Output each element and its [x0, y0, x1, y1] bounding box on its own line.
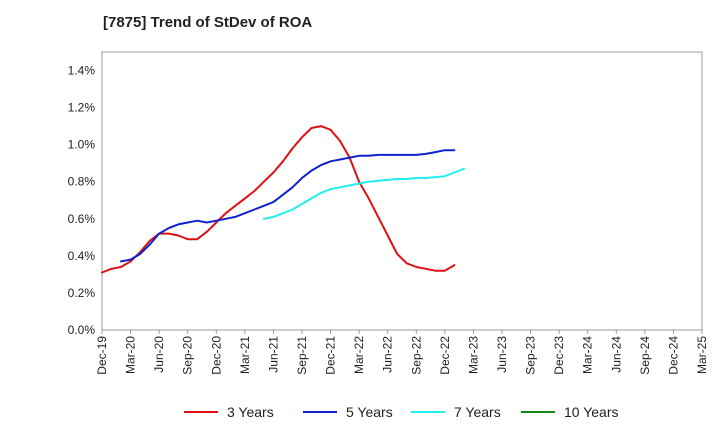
x-tick-label: Mar-21	[238, 336, 252, 374]
x-tick-label: Mar-25	[695, 336, 709, 374]
legend-label-10-years: 10 Years	[564, 404, 619, 420]
legend-item-10-years: 10 Years	[521, 404, 619, 420]
legend-item-7-years: 7 Years	[411, 404, 501, 420]
x-tick-label: Jun-23	[495, 336, 509, 373]
y-tick-label: 0.0%	[68, 323, 96, 337]
y-tick-label: 0.2%	[68, 286, 96, 300]
x-tick-label: Sep-23	[524, 336, 538, 375]
series-line-7-years	[262, 167, 465, 220]
x-tick-label: Dec-20	[209, 336, 223, 375]
legend-label-5-years: 5 Years	[346, 404, 393, 420]
x-tick-label: Mar-22	[352, 336, 366, 374]
y-tick-label: 1.2%	[68, 101, 96, 115]
plot-frame	[101, 51, 703, 331]
x-tick-label: Dec-24	[666, 336, 680, 375]
x-tick-label: Dec-19	[95, 336, 109, 375]
series-line-5-years	[120, 149, 456, 263]
x-tick-label: Jun-21	[266, 336, 280, 373]
legend-label-7-years: 7 Years	[454, 404, 501, 420]
x-tick-label: Jun-24	[609, 336, 623, 373]
x-tick-label: Dec-23	[552, 336, 566, 375]
x-tick-label: Sep-20	[181, 336, 195, 375]
x-tick-label: Mar-24	[581, 336, 595, 374]
y-tick-label: 1.4%	[68, 64, 96, 78]
legend-swatch-3-years	[184, 411, 218, 413]
y-tick-label: 1.0%	[68, 138, 96, 152]
legend-swatch-10-years	[521, 411, 555, 413]
x-tick-label: Dec-22	[438, 336, 452, 375]
y-tick-label: 0.8%	[68, 175, 96, 189]
tick-layer: 0.0% 0.2% 0.4% 0.6% 0.8% 1.0% 1.2% 1.4% Dec-19 Ma…	[68, 64, 709, 375]
legend-label-3-years: 3 Years	[227, 404, 274, 420]
x-tick-label: Sep-24	[638, 336, 652, 375]
legend-swatch-5-years	[303, 411, 337, 413]
x-tick-label: Sep-21	[295, 336, 309, 375]
chart-title: [7875] Trend of StDev of ROA	[103, 14, 313, 31]
x-tick-label: Mar-20	[124, 336, 138, 374]
y-tick-label: 0.6%	[68, 212, 96, 226]
y-tick-label: 0.4%	[68, 249, 96, 263]
x-tick-label: Jun-20	[152, 336, 166, 373]
x-tick-label: Dec-21	[324, 336, 338, 375]
axis-layer	[101, 51, 703, 334]
legend-item-3-years: 3 Years	[184, 404, 274, 420]
legend: 3 Years 5 Years 7 Years 10 Years	[0, 404, 720, 426]
x-tick-label: Jun-22	[381, 336, 395, 373]
legend-item-5-years: 5 Years	[303, 404, 393, 420]
series-layer	[101, 125, 465, 274]
x-tick-label: Mar-23	[466, 336, 480, 374]
x-tick-label: Sep-22	[409, 336, 423, 375]
legend-swatch-7-years	[411, 411, 445, 413]
